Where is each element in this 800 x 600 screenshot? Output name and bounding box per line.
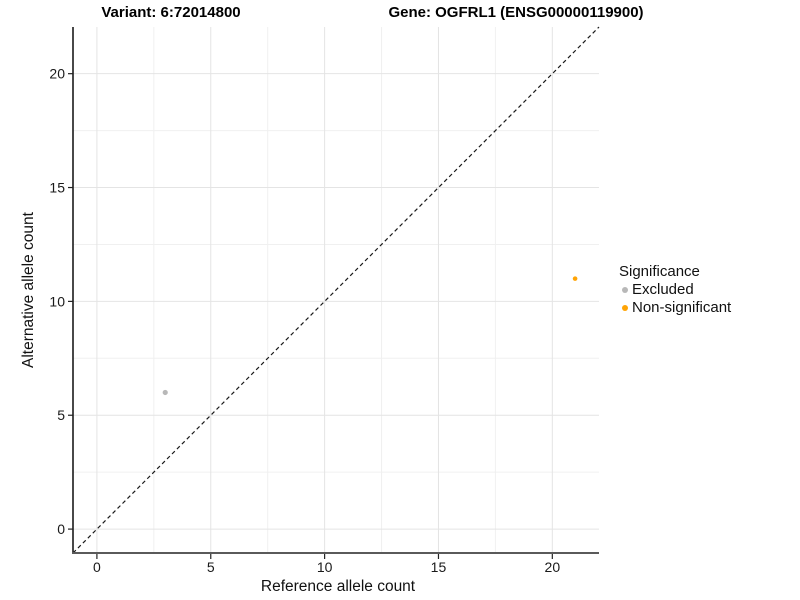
variant-title: Variant: 6:72014800 bbox=[101, 4, 241, 21]
legend-item-non-significant: Non-significant bbox=[619, 299, 731, 317]
y-tick-label: 10 bbox=[49, 293, 65, 309]
non-significant-point-icon bbox=[622, 305, 628, 311]
y-tick-label: 0 bbox=[57, 521, 65, 537]
y-tick-label: 5 bbox=[57, 407, 65, 423]
x-tick-label: 20 bbox=[545, 559, 561, 575]
legend-title: Significance bbox=[619, 263, 700, 280]
legend-label-excluded: Excluded bbox=[632, 281, 694, 298]
y-tick-label: 20 bbox=[49, 66, 65, 82]
data-point-non-significant bbox=[572, 276, 578, 281]
legend-item-excluded: Excluded bbox=[619, 281, 731, 299]
data-point-excluded bbox=[162, 389, 168, 396]
x-tick-label: 10 bbox=[317, 559, 333, 575]
x-axis-title: Reference allele count bbox=[260, 578, 416, 595]
x-tick-label: 5 bbox=[207, 559, 215, 575]
identity-line bbox=[72, 26, 600, 554]
excluded-point-icon bbox=[622, 287, 628, 293]
x-tick-label: 15 bbox=[431, 559, 447, 575]
gene-title: Gene: OGFRL1 (ENSG00000119900) bbox=[388, 4, 644, 21]
legend: Significance Excluded Non-significant bbox=[619, 263, 731, 317]
y-axis-title: Alternative allele count bbox=[20, 212, 37, 368]
y-tick-label: 15 bbox=[49, 180, 65, 196]
legend-label-non-significant: Non-significant bbox=[632, 299, 732, 316]
x-tick-label: 0 bbox=[93, 559, 101, 575]
